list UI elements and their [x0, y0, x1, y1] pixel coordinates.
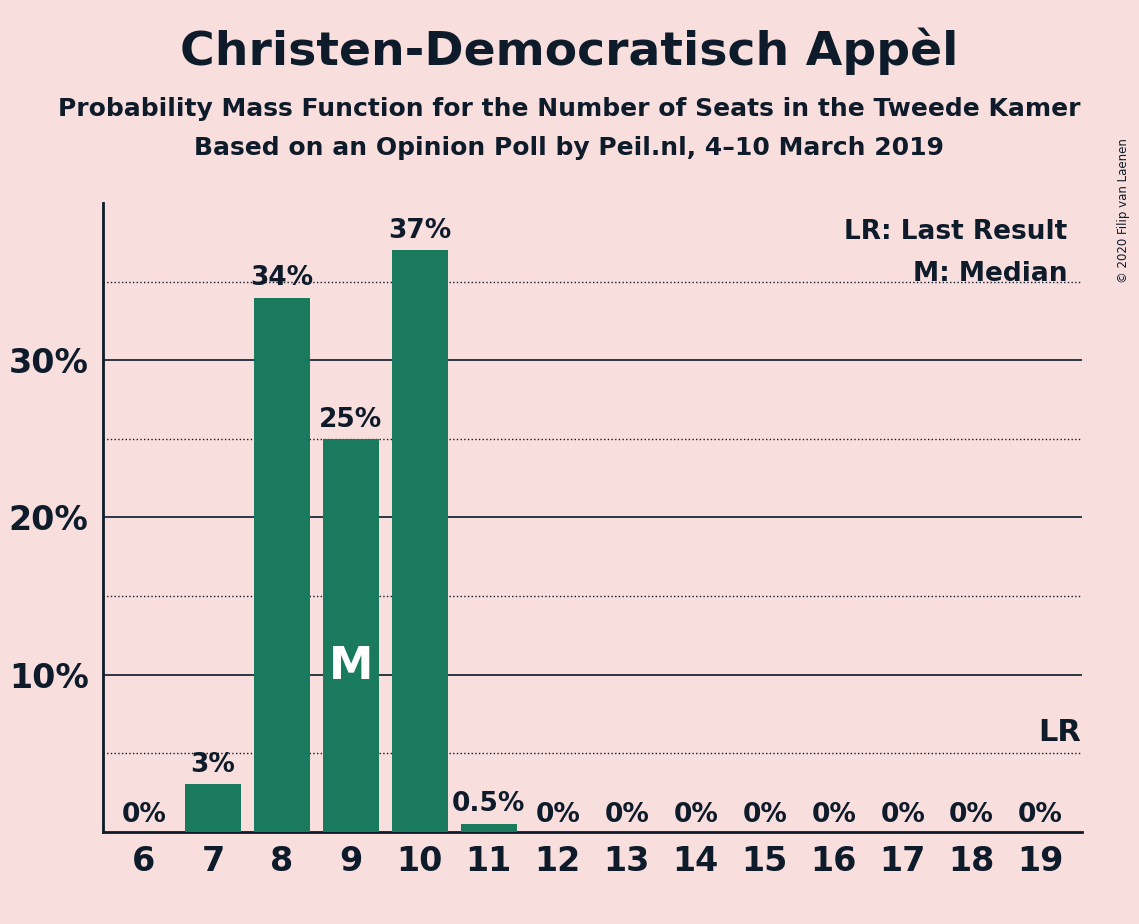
- Text: 0%: 0%: [122, 802, 166, 828]
- Text: © 2020 Filip van Laenen: © 2020 Filip van Laenen: [1117, 139, 1130, 284]
- Text: LR: LR: [1038, 718, 1081, 747]
- Text: LR: Last Result: LR: Last Result: [844, 219, 1067, 245]
- Text: 34%: 34%: [251, 265, 313, 291]
- Text: 0%: 0%: [605, 802, 649, 828]
- Bar: [460, 824, 517, 832]
- Text: 0%: 0%: [673, 802, 719, 828]
- Text: 37%: 37%: [388, 218, 451, 244]
- Text: 3%: 3%: [190, 752, 236, 778]
- Bar: [185, 784, 241, 832]
- Bar: [392, 250, 448, 832]
- Text: Christen-Democratisch Appèl: Christen-Democratisch Appèl: [180, 28, 959, 75]
- Text: M: Median: M: Median: [912, 261, 1067, 287]
- Text: 0%: 0%: [949, 802, 994, 828]
- Bar: [254, 298, 310, 832]
- Text: Based on an Opinion Poll by Peil.nl, 4–10 March 2019: Based on an Opinion Poll by Peil.nl, 4–1…: [195, 136, 944, 160]
- Text: 0%: 0%: [1018, 802, 1063, 828]
- Text: 0%: 0%: [880, 802, 925, 828]
- Text: Probability Mass Function for the Number of Seats in the Tweede Kamer: Probability Mass Function for the Number…: [58, 97, 1081, 121]
- Text: 0.5%: 0.5%: [452, 792, 525, 818]
- Bar: [322, 439, 379, 832]
- Text: 0%: 0%: [811, 802, 857, 828]
- Text: 25%: 25%: [319, 407, 383, 432]
- Text: 0%: 0%: [535, 802, 580, 828]
- Text: 0%: 0%: [743, 802, 787, 828]
- Text: M: M: [329, 645, 374, 688]
